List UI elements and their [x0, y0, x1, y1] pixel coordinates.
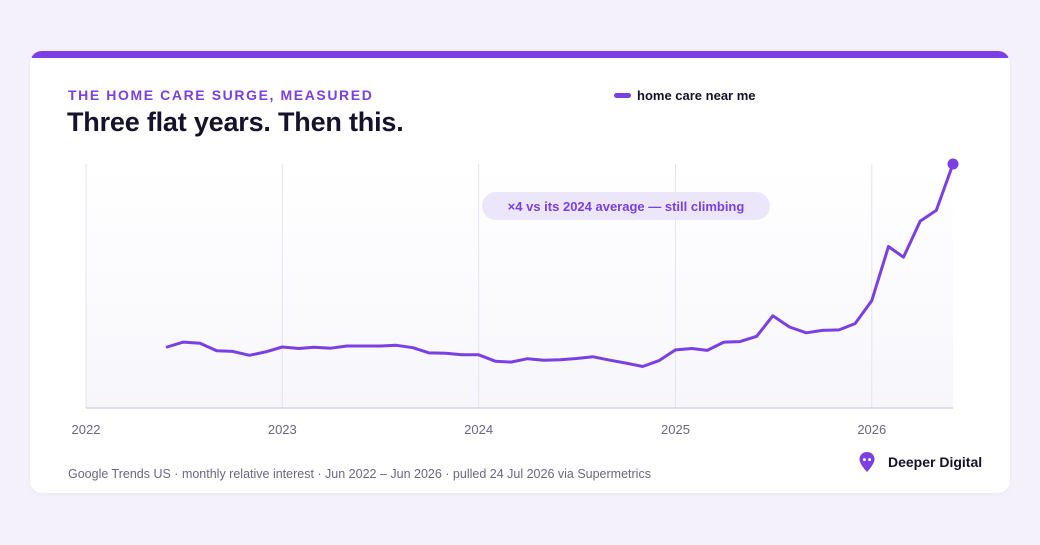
annotation-text: ×4 vs its 2024 average — still climbing — [508, 199, 745, 214]
x-tick-label: 2023 — [268, 422, 297, 437]
x-tick-label: 2022 — [72, 422, 101, 437]
series-line-home-care-near-me — [165, 162, 955, 368]
legend: home care near me — [614, 88, 756, 103]
brand-name: Deeper Digital — [888, 454, 983, 470]
brand-logo: Deeper Digital — [858, 451, 982, 473]
annotation-pill — [482, 192, 770, 220]
chart-eyebrow: THE HOME CARE SURGE, MEASURED — [68, 87, 374, 103]
line-chart: 2022 2023 2024 2025 2026 ×4 vs its 2024 avera… — [72, 158, 959, 437]
source-note: Google Trends US · monthly relative inte… — [68, 467, 651, 481]
location-pin-icon — [859, 452, 875, 472]
chart-card: THE HOME CARE SURGE, MEASURED Three flat… — [30, 51, 1010, 493]
series-endpoint-marker — [947, 158, 959, 170]
x-tick-label: 2025 — [661, 422, 690, 437]
accent-bar — [30, 51, 1010, 58]
chart-title: Three flat years. Then this. — [67, 107, 404, 137]
x-tick-label: 2026 — [857, 422, 886, 437]
x-tick-label: 2024 — [464, 422, 493, 437]
legend-swatch — [614, 93, 631, 98]
legend-label: home care near me — [637, 88, 756, 103]
